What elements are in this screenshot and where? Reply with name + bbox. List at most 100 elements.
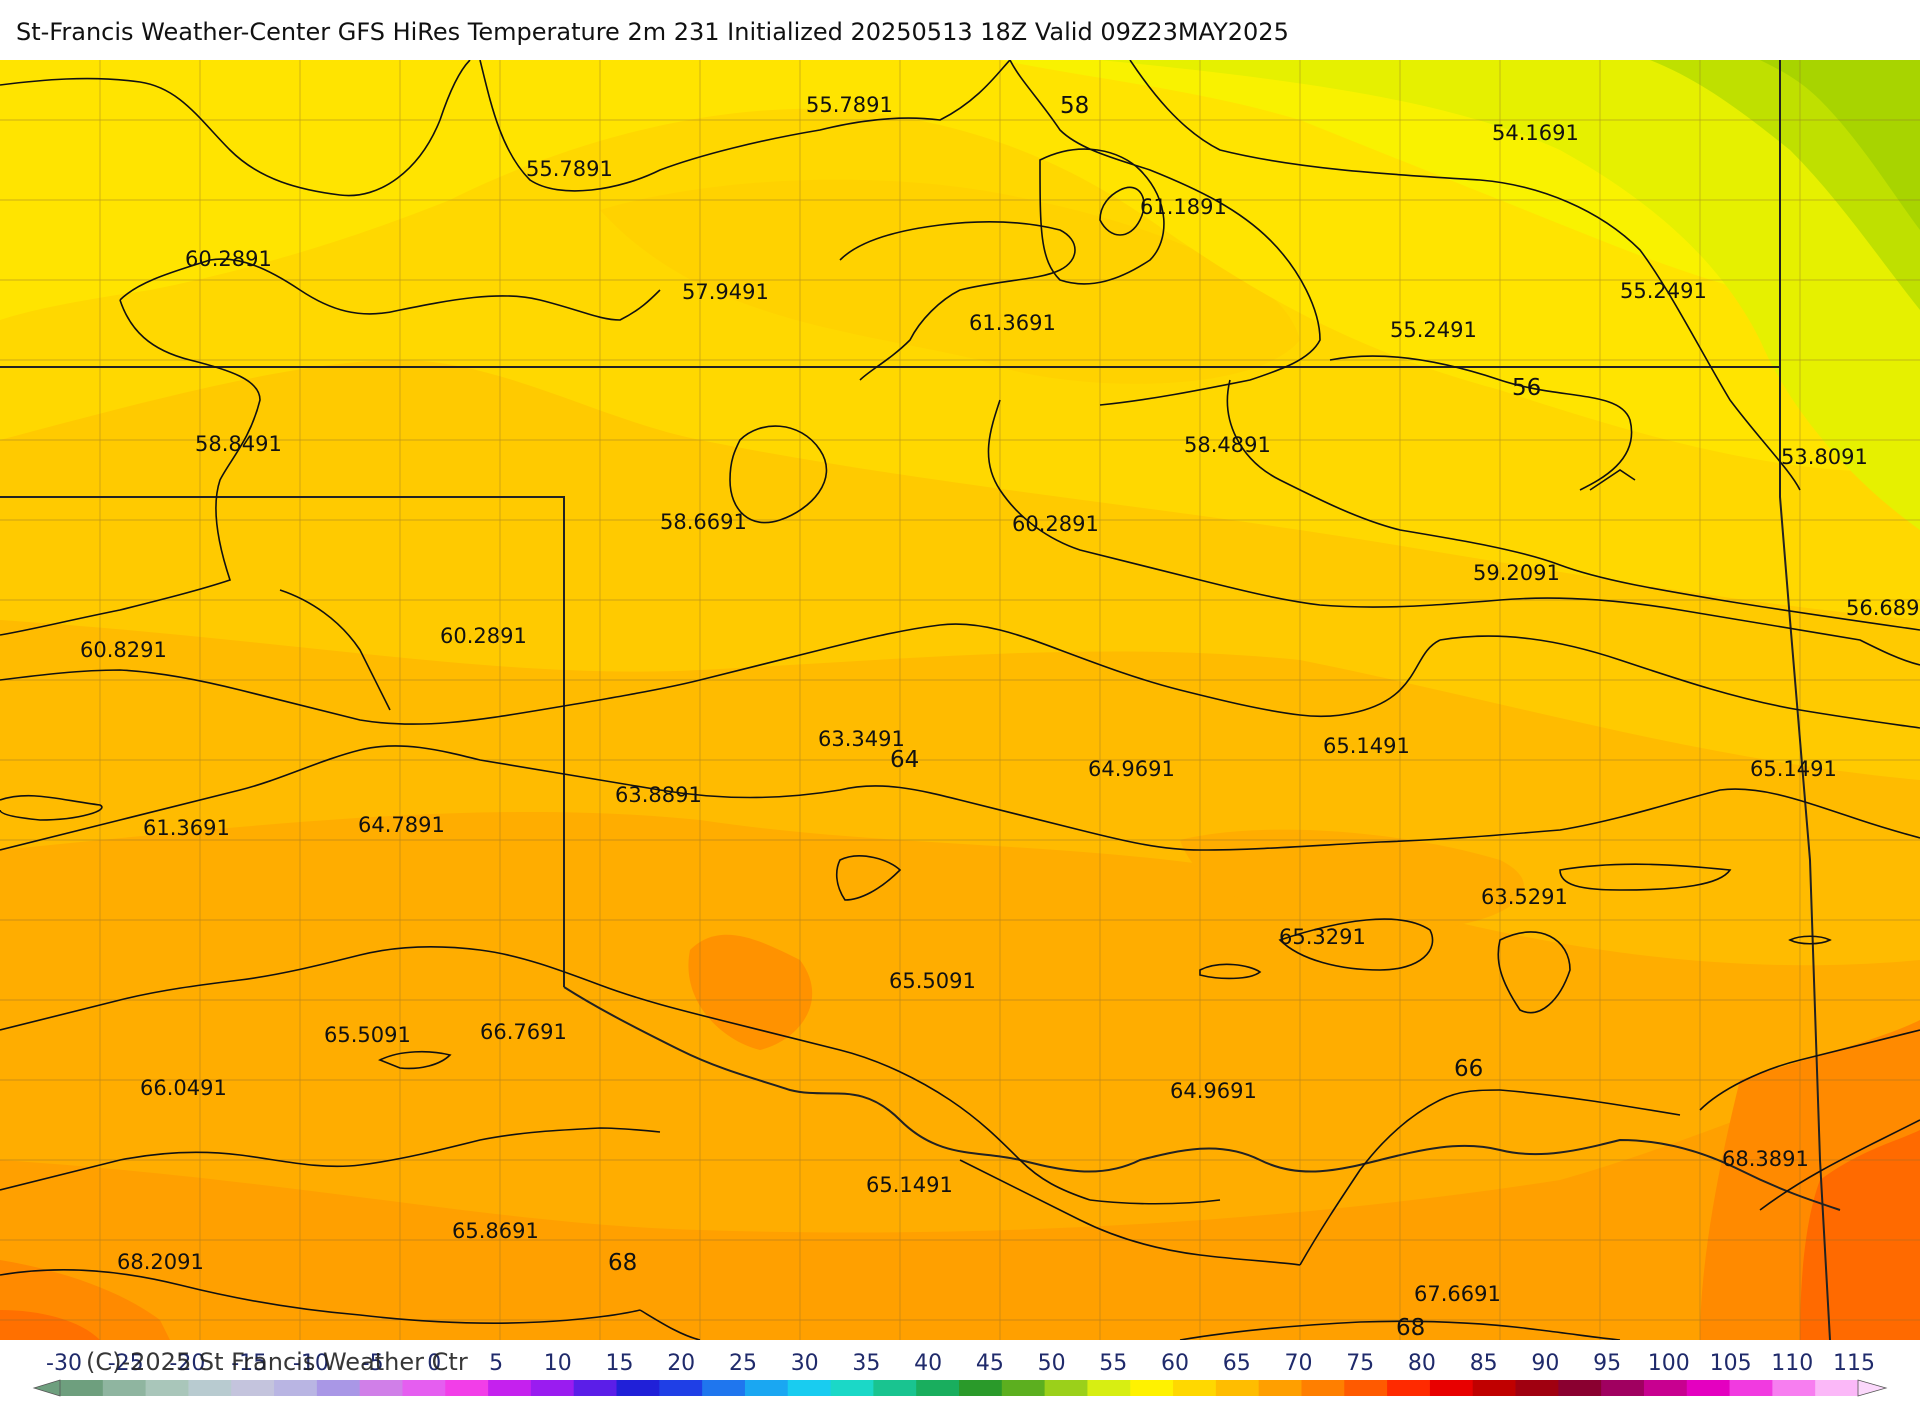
colorbar-tick-label: -5 [362, 1351, 384, 1376]
colorbar-swatch [188, 1380, 232, 1396]
fill-warm-4 [1800, 1130, 1920, 1340]
contour-label: 63.5291 [1481, 885, 1568, 909]
contour-label: 64.9691 [1088, 757, 1175, 781]
colorbar-swatch [616, 1380, 660, 1396]
colorbar-swatch [1258, 1380, 1302, 1396]
colorbar-tick-label: 40 [914, 1351, 942, 1376]
isotherm-contours [0, 60, 1920, 1340]
colorbar-tick-label: 70 [1285, 1351, 1313, 1376]
contour-label: 55.2491 [1390, 318, 1477, 342]
contour-label: 60.2891 [185, 247, 272, 271]
contour-label: 66.7691 [480, 1020, 567, 1044]
temperature-colorbar: -30 -25 -20 -15 -10 -5 0 5 10 15 20 25 30 35 40 45 50 55 6… [0, 1340, 1920, 1400]
contour-label: 61.3691 [969, 311, 1056, 335]
colorbar-swatch [1173, 1380, 1217, 1396]
contour-label: 60.2891 [440, 624, 527, 648]
colorbar-swatch [359, 1380, 403, 1396]
colorbar-right-arrow [1857, 1379, 1888, 1397]
colorbar-tick-label: 45 [976, 1351, 1004, 1376]
contour-label: 60.2891 [1012, 512, 1099, 536]
contour-label: 59.2091 [1473, 561, 1560, 585]
colorbar-tick-label: 50 [1038, 1351, 1066, 1376]
colorbar-swatch [916, 1380, 960, 1396]
contour-labels: 55.7891 58 55.7891 54.1691 61.1891 60.28… [80, 93, 1919, 1340]
contour-label: 68 [608, 1250, 637, 1276]
colorbar-swatch [659, 1380, 703, 1396]
colorbar-swatch [1001, 1380, 1046, 1396]
contour-label: 58.6691 [660, 510, 747, 534]
colorbar-swatch [1344, 1380, 1388, 1396]
colorbar-swatch [1044, 1380, 1088, 1396]
fill-warm-1 [688, 934, 813, 1050]
colorbar-tick-label: 65 [1223, 1351, 1251, 1376]
colorbar-tick-label: 20 [667, 1351, 695, 1376]
contour-label: 65.3291 [1279, 925, 1366, 949]
contour-label: 65.5091 [324, 1023, 411, 1047]
colorbar-swatch [1301, 1380, 1345, 1396]
colorbar-swatch [573, 1380, 618, 1396]
colorbar-tick-label: 30 [791, 1351, 819, 1376]
contour-label: 57.9491 [682, 280, 769, 304]
temperature-map: 55.7891 58 55.7891 54.1691 61.1891 60.28… [0, 60, 1920, 1340]
colorbar-swatches [60, 1380, 1859, 1396]
colorbar-swatch [231, 1380, 275, 1396]
colorbar-tick-label: 75 [1346, 1351, 1374, 1376]
colorbar-swatch [60, 1380, 104, 1396]
map-title: St-Francis Weather-Center GFS HiRes Temp… [16, 18, 1289, 46]
colorbar-swatch [1686, 1380, 1731, 1396]
colorbar-tick-label: 85 [1470, 1351, 1498, 1376]
colorbar-tick-label: -20 [169, 1351, 205, 1376]
contour-label: 64 [890, 747, 919, 773]
colorbar-tick-label: -25 [108, 1351, 144, 1376]
colorbar-left-arrow [32, 1379, 61, 1397]
contour-label: 64.9691 [1170, 1079, 1257, 1103]
colorbar-tick-label: -30 [46, 1351, 82, 1376]
contour-label: 54.1691 [1492, 121, 1579, 145]
fill-warm-2 [1180, 829, 1524, 930]
contour-label: 65.1491 [1323, 734, 1410, 758]
contour-label: 55.7891 [526, 157, 613, 181]
colorbar-tick-label: 60 [1161, 1351, 1189, 1376]
contour-label: 65.5091 [889, 969, 976, 993]
colorbar-swatch [1087, 1380, 1131, 1396]
colorbar-swatch [488, 1380, 532, 1396]
contour-label: 64.7891 [358, 813, 445, 837]
colorbar-swatch [830, 1380, 874, 1396]
county-boundaries [0, 60, 1920, 1340]
contour-label: 61.1891 [1140, 195, 1227, 219]
contour-label: 58 [1060, 93, 1089, 119]
contour-label: 56.689 [1846, 596, 1919, 620]
contour-label: 65.1491 [866, 1173, 953, 1197]
colorbar-swatch [1215, 1380, 1260, 1396]
fill-band-60b [600, 179, 1300, 384]
contour-label: 61.3691 [143, 816, 230, 840]
colorbar-tick-labels: -30 -25 -20 -15 -10 -5 0 5 10 15 20 25 30 35 40 45 50 55 6… [46, 1351, 1875, 1376]
colorbar-tick-label: 80 [1408, 1351, 1436, 1376]
colorbar-tick-label: 15 [606, 1351, 634, 1376]
colorbar-swatch [1643, 1380, 1688, 1396]
colorbar-swatch [1729, 1380, 1773, 1396]
colorbar-tick-label: 100 [1648, 1351, 1690, 1376]
colorbar-tick-label: 35 [852, 1351, 880, 1376]
contour-label: 60.8291 [80, 638, 167, 662]
colorbar-swatch [1387, 1380, 1431, 1396]
contour-label: 65.1491 [1750, 757, 1837, 781]
colorbar-swatch [1815, 1380, 1859, 1396]
contour-label: 58.4891 [1184, 433, 1271, 457]
colorbar-tick-label: 90 [1531, 1351, 1559, 1376]
state-boundaries [0, 60, 1841, 1340]
colorbar-swatch [1515, 1380, 1559, 1396]
fill-band-54 [1100, 60, 1920, 530]
contour-label: 65.8691 [452, 1219, 539, 1243]
contour-label: 66 [1454, 1056, 1483, 1082]
colorbar-swatch [530, 1380, 575, 1396]
contour-label: 55.2491 [1620, 279, 1707, 303]
colorbar-tick-label: -15 [231, 1351, 267, 1376]
colorbar-swatch [145, 1380, 189, 1396]
contour-label: 63.3491 [818, 727, 905, 751]
colorbar-swatch [1130, 1380, 1174, 1396]
colorbar-tick-label: 55 [1099, 1351, 1127, 1376]
colorbar-tick-label: -10 [293, 1351, 329, 1376]
colorbar-tick-label: 5 [489, 1351, 503, 1376]
fill-warm-6 [0, 1310, 100, 1340]
